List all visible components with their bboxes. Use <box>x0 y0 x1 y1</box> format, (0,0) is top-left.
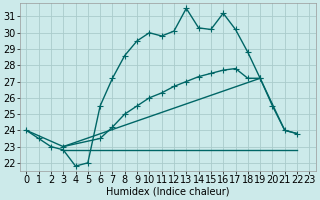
X-axis label: Humidex (Indice chaleur): Humidex (Indice chaleur) <box>106 187 229 197</box>
